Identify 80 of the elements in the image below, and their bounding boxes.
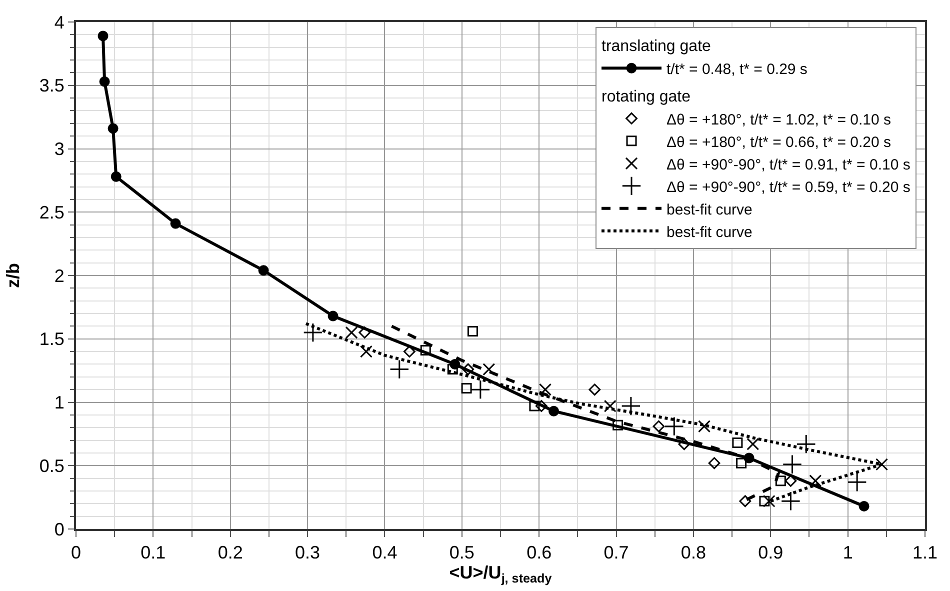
y-tick-label: 1.5 [39, 329, 64, 350]
point [678, 438, 690, 450]
point [588, 384, 601, 396]
point [110, 171, 122, 182]
point [539, 383, 552, 396]
x-tick-label: 0 [70, 542, 82, 563]
point [652, 420, 665, 432]
point [390, 359, 410, 380]
point [775, 476, 786, 486]
x-tick-label: 0.9 [758, 542, 784, 563]
point [467, 326, 478, 337]
point [604, 400, 616, 412]
point [529, 400, 540, 412]
legend-label: best-fit curve [666, 224, 752, 241]
point [762, 494, 776, 508]
y-tick-label: 1 [54, 392, 64, 413]
legend-label: Δθ = +90°-90°, t/t* = 0.91, t* = 0.10 s [666, 156, 910, 174]
point [736, 458, 747, 468]
x-tick-label: 0.2 [218, 542, 243, 563]
x-axis-title: <U>/U$_{j, steady}$ [449, 562, 552, 586]
point [548, 406, 560, 416]
y-tick-label: 3.5 [39, 76, 64, 96]
point [328, 310, 338, 322]
x-tick-label: 0.6 [526, 542, 552, 563]
point [739, 495, 752, 508]
y-axis-title: z/b [3, 263, 24, 288]
point [732, 438, 743, 448]
y-tick-label: 2.5 [39, 202, 64, 222]
point [360, 345, 372, 358]
legend-label: Δθ = +90°-90°, t/t* = 0.59, t* = 0.20 s [666, 178, 910, 196]
y-tick-label: 0.5 [39, 456, 64, 476]
y-tick-label: 4 [54, 12, 64, 32]
point [876, 458, 888, 471]
point [462, 363, 474, 376]
point [782, 454, 802, 474]
point [108, 123, 118, 134]
point [621, 396, 641, 416]
x-tick-label: 0.4 [372, 542, 398, 563]
point [858, 500, 870, 512]
point [784, 474, 797, 487]
point [170, 218, 181, 229]
point [698, 420, 711, 433]
x-tick-label: 1 [842, 542, 853, 563]
point [809, 474, 822, 488]
point [796, 434, 816, 454]
point [612, 420, 624, 430]
legend-label: Δθ = +180°, t/t* = 1.02, t* = 0.10 s [666, 111, 892, 128]
x-tick-label: 0.7 [604, 542, 629, 563]
point [98, 30, 108, 42]
point [358, 326, 371, 338]
point [447, 364, 458, 375]
x-tick-label: 1.1 [912, 542, 938, 563]
y-tick-label: 2 [54, 266, 64, 286]
x-tick-label: 0.1 [140, 542, 166, 563]
annotation: rotating gate [602, 88, 691, 106]
point [535, 400, 548, 412]
point [345, 326, 358, 339]
point [759, 496, 770, 506]
point [847, 472, 867, 492]
legend-label: best-fit curve [666, 201, 752, 218]
point [664, 416, 684, 436]
point [303, 322, 323, 342]
point [482, 363, 496, 376]
point [780, 491, 801, 511]
point [403, 346, 416, 358]
point [470, 380, 490, 400]
x-tick-label: 0.3 [295, 542, 320, 563]
annotation: translating gate [602, 38, 712, 56]
point [708, 457, 720, 470]
y-tick-label: 3 [54, 139, 64, 160]
legend-label: t/t* = 0.48, t* = 0.29 s [666, 60, 808, 78]
legend-label: Δθ = +180°, t/t* = 0.66, t* = 0.20 s [666, 134, 892, 151]
point [746, 438, 760, 450]
x-tick-label: 0.5 [449, 542, 474, 563]
point [461, 383, 472, 394]
y-tick-label: 0 [54, 519, 64, 540]
point [99, 76, 110, 87]
x-tick-label: 0.8 [680, 542, 706, 563]
point [258, 265, 269, 276]
point [420, 345, 431, 356]
